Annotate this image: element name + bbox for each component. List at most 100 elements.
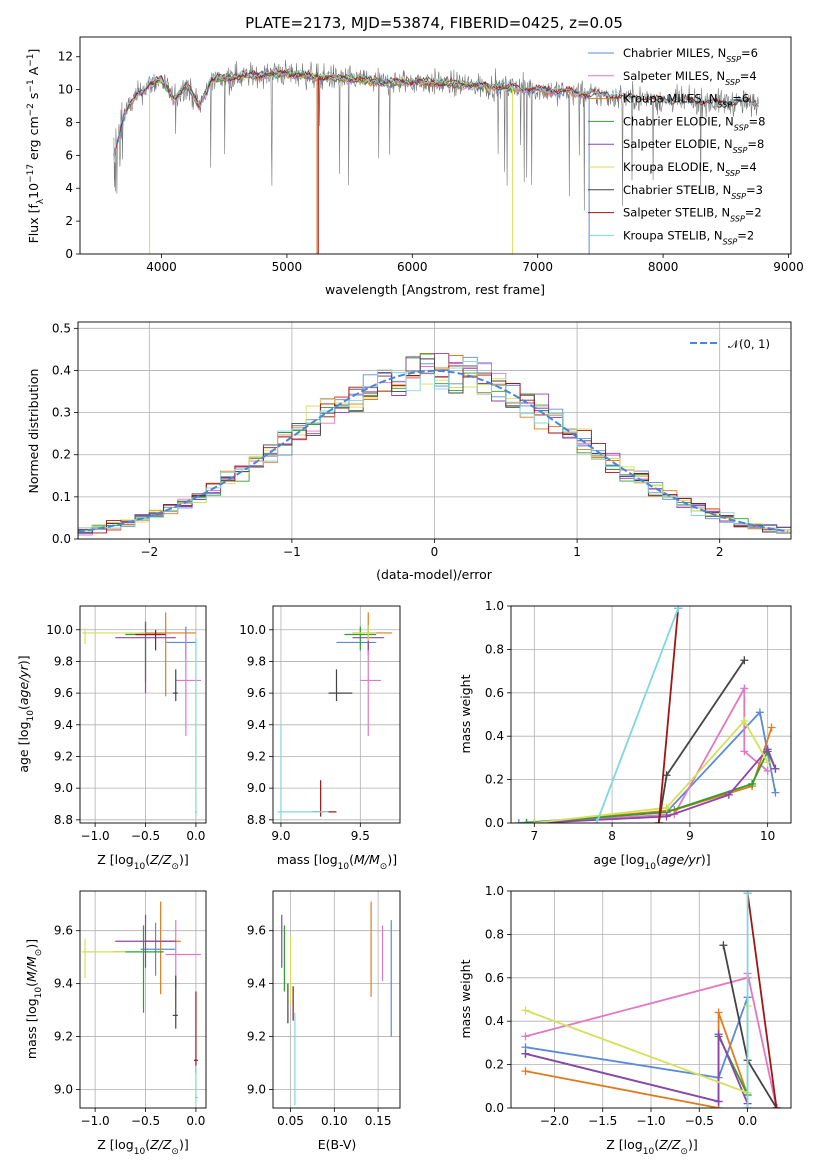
point-marker	[521, 1032, 530, 1041]
point-marker	[662, 812, 671, 821]
x-tick-label: 4000	[146, 260, 177, 274]
errorbar-salpeter_elodie	[115, 914, 176, 968]
x-tick-label: 10	[760, 829, 775, 843]
y-tick-label: 0.2	[485, 1058, 504, 1072]
point-marker	[530, 819, 539, 823]
y-tick-label: 0.4	[485, 729, 504, 743]
point-marker	[772, 1104, 781, 1108]
weight-line-salpeter_elodie	[525, 1033, 749, 1105]
EBV-axes	[273, 891, 400, 1108]
normal-curve	[78, 369, 789, 533]
point-marker	[592, 819, 601, 823]
y-tick-label: 9.4	[247, 977, 266, 991]
age_vs_mass-frame	[269, 605, 401, 827]
x-tick-label: 9.5	[351, 829, 370, 843]
errorbar-chabrier_stelib	[172, 975, 178, 1029]
y-axis-label: mass weight	[458, 674, 473, 753]
x-tick-label: 7	[531, 829, 539, 843]
y-tick-label: 10	[58, 83, 73, 97]
weight-line-salpeter_stelib	[746, 893, 778, 1108]
point-marker	[743, 891, 752, 898]
point-marker	[724, 790, 733, 799]
residuals-frame	[74, 321, 792, 543]
plot-area	[273, 891, 400, 1108]
y-axis-label: age [log10(age/yr)]	[16, 655, 36, 772]
x-tick-label: 0	[431, 545, 439, 559]
model-chabrier_stelib	[113, 69, 759, 156]
weight-line-salpeter_stelib	[657, 608, 680, 823]
massweight_vs_Z-axes	[511, 890, 791, 1109]
point-marker	[719, 941, 728, 950]
point-marker	[771, 764, 780, 773]
x-tick-label: 9000	[773, 260, 804, 274]
x-tick-label: −0.5	[685, 1114, 714, 1128]
y-tick-label: 9.2	[247, 749, 266, 763]
massweight_vs_age-data	[514, 606, 780, 823]
y-tick-label: 8.8	[54, 813, 73, 827]
y-tick-label: 0.8	[485, 642, 504, 656]
y-axis-label: Flux [fλ10−17 erg cm−2 s−1 A−1]	[26, 49, 46, 244]
x-tick-label: −1.5	[588, 1114, 617, 1128]
legend-entry: Kroupa ELODIE, NSSP=4	[623, 160, 757, 178]
y-tick-label: 1.0	[485, 599, 504, 613]
x-tick-label: −0.5	[131, 1114, 160, 1128]
age_vs_mass-axes	[273, 606, 400, 823]
y-tick-label: 0.0	[485, 1101, 504, 1115]
mass_vs_Z-frame	[76, 890, 207, 1112]
y-tick-label: 0.4	[52, 363, 71, 377]
x-tick-label: 7000	[522, 260, 553, 274]
x-tick-label: 8	[608, 829, 616, 843]
errorbar-chabrier_stelib	[172, 669, 178, 702]
y-tick-label: 9.0	[54, 781, 73, 795]
age_vs_Z-data	[82, 612, 201, 817]
point-marker	[748, 779, 757, 788]
y-tick-label: 0.6	[485, 686, 504, 700]
y-tick-label: 9.4	[247, 718, 266, 732]
y-tick-label: 4	[65, 181, 73, 195]
x-axis-label: E(B-V)	[318, 1137, 357, 1152]
legend-entry: Salpeter MILES, NSSP=4	[623, 69, 757, 87]
y-tick-label: 0.8	[485, 927, 504, 941]
y-axis-label: mass weight	[458, 959, 473, 1038]
point-marker	[740, 747, 749, 756]
point-marker	[763, 745, 772, 754]
y-tick-label: 9.0	[247, 1082, 266, 1096]
legend-entry: Kroupa STELIB, NSSP=2	[623, 228, 754, 246]
y-tick-label: 9.2	[247, 1030, 266, 1044]
point-marker	[767, 723, 776, 732]
x-tick-label: 0.05	[277, 1114, 304, 1128]
point-marker	[714, 1030, 723, 1039]
x-tick-label: 8000	[648, 260, 679, 274]
legend-entry: Chabrier STELIB, NSSP=3	[623, 183, 763, 201]
y-tick-label: 2	[65, 214, 73, 228]
y-tick-label: 9.6	[247, 924, 266, 938]
point-marker	[714, 1008, 723, 1017]
point-marker	[755, 708, 764, 717]
y-tick-label: 9.4	[54, 977, 73, 991]
y-tick-label: 0.0	[485, 816, 504, 830]
point-marker	[674, 606, 683, 613]
y-tick-label: 0.0	[52, 532, 71, 546]
y-tick-label: 9.6	[54, 686, 73, 700]
massweight_vs_Z-data	[521, 891, 781, 1108]
chart-title: PLATE=2173, MJD=53874, FIBERID=0425, z=0…	[245, 14, 623, 32]
errorbar-chabrier_stelib	[328, 669, 353, 702]
axes-frame	[272, 890, 401, 1109]
x-tick-label: −1.0	[81, 829, 110, 843]
y-tick-label: 0.1	[52, 490, 71, 504]
point-marker	[743, 1104, 752, 1108]
y-tick-label: 10.0	[46, 623, 73, 637]
point-marker	[763, 758, 772, 767]
x-axis-label: Z [log10(Z/Z⊙)]	[606, 1137, 697, 1157]
errorbar-kroupa_stelib	[194, 637, 197, 817]
errorbar-chabrier_miles	[140, 922, 176, 976]
point-marker	[740, 656, 749, 665]
massweight_vs_Z-frame	[507, 890, 792, 1112]
errorbar-kroupa_miles	[140, 612, 196, 697]
point-marker	[771, 788, 780, 797]
point-marker	[521, 1067, 530, 1076]
point-marker	[522, 819, 531, 823]
errorbar-chabrier_elodie	[344, 626, 377, 651]
legend-entry: Chabrier ELODIE, NSSP=8	[623, 114, 765, 131]
